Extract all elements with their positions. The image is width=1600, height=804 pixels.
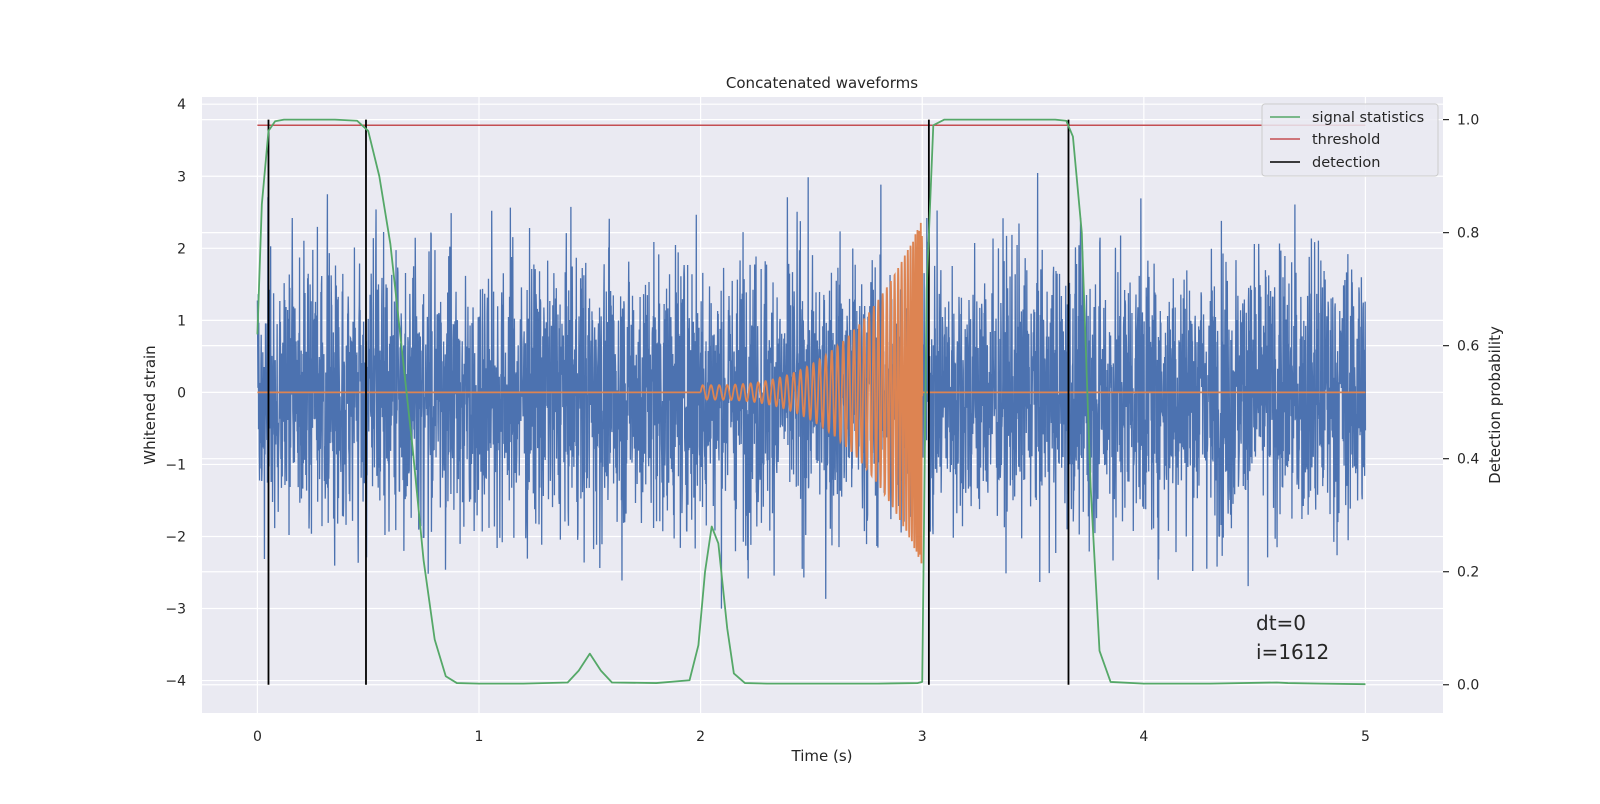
x-tick-label: 3 [918, 729, 927, 745]
chart-title: Concatenated waveforms [726, 74, 918, 92]
legend-label-signal-statistics: signal statistics [1312, 110, 1424, 126]
y-tick-label: −1 [165, 457, 186, 473]
x-tick-label: 0 [253, 729, 262, 745]
legend-label-threshold: threshold [1312, 132, 1380, 148]
x-tick-label: 4 [1139, 729, 1148, 745]
axis-layer: 0 1 2 3 4 5 −4 −3 −2 −1 0 1 2 3 4 0.0 0.2 0.4 0.6 0.8 1.0 [165, 97, 1479, 745]
y-tick-label: −4 [165, 674, 186, 690]
y-tick-label: 0 [177, 385, 186, 401]
y2-tick-label: 0.4 [1457, 452, 1479, 468]
legend-label-detection: detection [1312, 155, 1380, 171]
y-tick-label: 4 [177, 97, 186, 113]
y2-tick-label: 0.8 [1457, 226, 1479, 242]
signal-statistics-line [256, 118, 1366, 686]
y2-axis-label: Detection probability [1486, 326, 1504, 484]
y2-tick-label: 1.0 [1457, 113, 1479, 129]
legend-box [1261, 103, 1439, 177]
legend: signal statistics threshold detection [1261, 103, 1439, 177]
y-tick-label: 1 [177, 313, 186, 329]
y-tick-label: −3 [165, 602, 186, 618]
chirp-waveform-line [699, 222, 924, 564]
annotation-dt: dt=0 [1256, 611, 1306, 635]
x-axis-label: Time (s) [791, 747, 853, 765]
y-tick-label: −2 [165, 529, 186, 545]
y2-tick-label: 0.6 [1457, 339, 1479, 355]
annotation-index: i=1612 [1256, 640, 1329, 664]
x-tick-label: 1 [475, 729, 484, 745]
plot-layer [256, 118, 1367, 686]
y2-tick-label: 0.0 [1457, 678, 1479, 694]
y-tick-label: 2 [177, 241, 186, 257]
y-axis-label: Whitened strain [141, 345, 159, 464]
y-tick-label: 3 [177, 169, 186, 185]
x-tick-label: 2 [696, 729, 705, 745]
y2-tick-label: 0.2 [1457, 565, 1479, 581]
x-tick-label: 5 [1361, 729, 1370, 745]
